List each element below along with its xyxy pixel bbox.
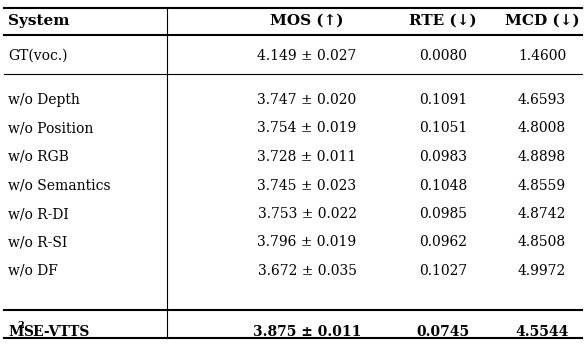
- Text: 4.8742: 4.8742: [518, 207, 566, 221]
- Text: 0.1048: 0.1048: [419, 179, 467, 193]
- Text: M: M: [8, 324, 23, 338]
- Text: 3.796 ± 0.019: 3.796 ± 0.019: [257, 236, 356, 249]
- Text: MCD (↓): MCD (↓): [505, 14, 580, 28]
- Text: 0.1091: 0.1091: [419, 93, 467, 107]
- Text: 4.9972: 4.9972: [518, 264, 566, 278]
- Text: 4.8559: 4.8559: [518, 179, 566, 193]
- Text: 3.747 ± 0.020: 3.747 ± 0.020: [257, 93, 357, 107]
- Text: w/o Position: w/o Position: [8, 121, 93, 136]
- Text: 4.8008: 4.8008: [518, 121, 566, 136]
- Text: w/o R-SI: w/o R-SI: [8, 236, 67, 249]
- Text: 3.672 ± 0.035: 3.672 ± 0.035: [257, 264, 356, 278]
- Text: 0.0745: 0.0745: [417, 324, 469, 338]
- Text: 0.0983: 0.0983: [419, 150, 467, 164]
- Text: w/o Depth: w/o Depth: [8, 93, 80, 107]
- Text: 0.0985: 0.0985: [419, 207, 467, 221]
- Text: RTE (↓): RTE (↓): [409, 14, 477, 28]
- Text: 1.4600: 1.4600: [518, 49, 566, 63]
- Text: 4.149 ± 0.027: 4.149 ± 0.027: [257, 49, 357, 63]
- Text: GT(voc.): GT(voc.): [8, 49, 67, 63]
- Text: 0.1051: 0.1051: [419, 121, 467, 136]
- Text: 4.8898: 4.8898: [518, 150, 566, 164]
- Text: 4.6593: 4.6593: [518, 93, 566, 107]
- Text: 2: 2: [17, 321, 24, 330]
- Text: 4.8508: 4.8508: [518, 236, 566, 249]
- Text: 3.745 ± 0.023: 3.745 ± 0.023: [257, 179, 356, 193]
- Text: MOS (↑): MOS (↑): [270, 14, 344, 28]
- Text: SE-VTTS: SE-VTTS: [23, 324, 90, 338]
- Text: 3.753 ± 0.022: 3.753 ± 0.022: [257, 207, 356, 221]
- Text: w/o DF: w/o DF: [8, 264, 58, 278]
- Text: 3.754 ± 0.019: 3.754 ± 0.019: [257, 121, 357, 136]
- Text: 0.0962: 0.0962: [419, 236, 467, 249]
- Text: 3.728 ± 0.011: 3.728 ± 0.011: [257, 150, 357, 164]
- Text: 3.875 ± 0.011: 3.875 ± 0.011: [253, 324, 361, 338]
- Text: 0.1027: 0.1027: [419, 264, 467, 278]
- Text: System: System: [8, 14, 70, 28]
- Text: 0.0080: 0.0080: [419, 49, 467, 63]
- Text: w/o RGB: w/o RGB: [8, 150, 69, 164]
- Text: w/o Semantics: w/o Semantics: [8, 179, 111, 193]
- Text: w/o R-DI: w/o R-DI: [8, 207, 69, 221]
- Text: 4.5544: 4.5544: [515, 324, 568, 338]
